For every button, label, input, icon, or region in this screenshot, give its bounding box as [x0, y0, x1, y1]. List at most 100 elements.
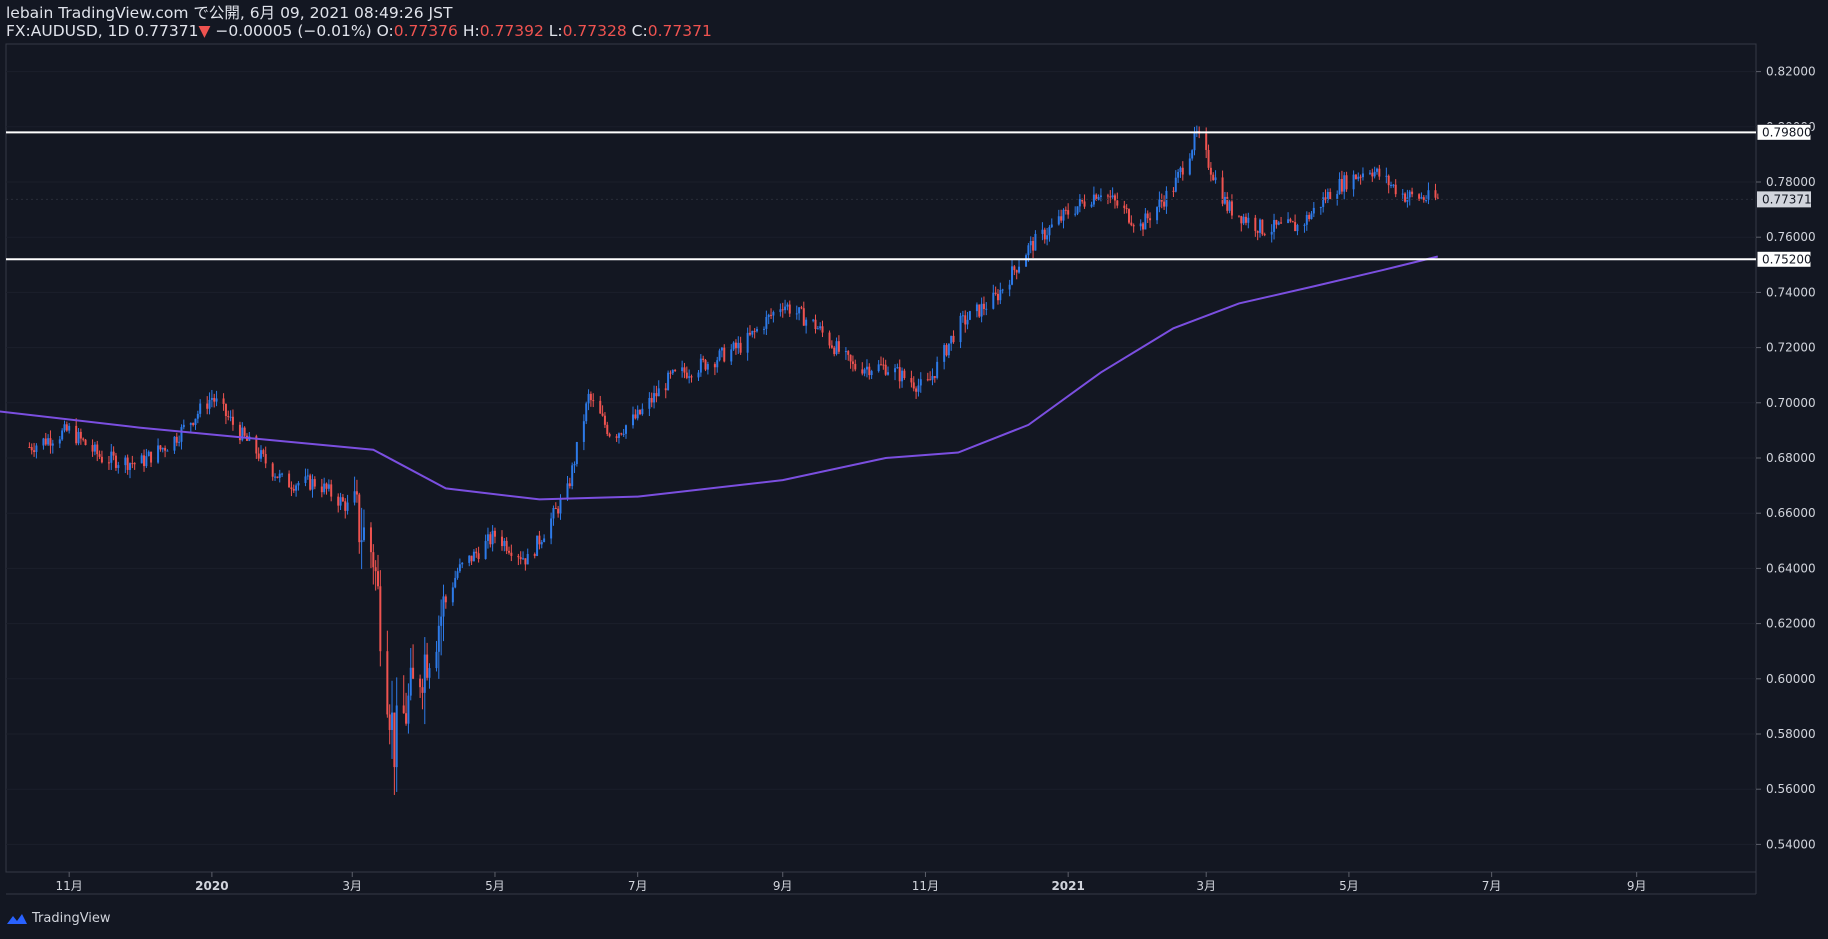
- candle-body: [683, 367, 686, 373]
- candle-body: [30, 447, 33, 451]
- candle-body: [304, 476, 307, 483]
- candle-body: [756, 329, 759, 332]
- candle-body: [533, 554, 536, 556]
- candle-body: [1074, 213, 1077, 215]
- candle-body: [1422, 197, 1425, 200]
- candle-body: [458, 564, 461, 572]
- candle-body: [994, 292, 997, 294]
- y-tick-label: 0.54000: [1766, 837, 1816, 851]
- candle-body: [339, 497, 342, 506]
- candle-body: [1078, 199, 1081, 207]
- candle-body: [393, 712, 396, 768]
- x-tick-label: 11月: [56, 879, 83, 893]
- candle-body: [164, 447, 167, 451]
- candle-body: [739, 342, 742, 353]
- candle-body: [1254, 217, 1257, 231]
- candle-body: [505, 540, 508, 551]
- candle-body: [182, 424, 185, 428]
- candle-body: [157, 445, 160, 463]
- candle-body: [292, 489, 295, 491]
- y-tick-label: 0.66000: [1766, 506, 1816, 520]
- moving-average-line: [0, 255, 1439, 501]
- footer-brand[interactable]: TradingView: [6, 911, 111, 926]
- candle-body: [1188, 158, 1191, 175]
- candle-body: [1081, 199, 1084, 202]
- candle-body: [75, 425, 78, 444]
- open-label: O:: [376, 22, 394, 40]
- candle-body: [1146, 213, 1149, 219]
- candle-body: [1027, 245, 1030, 256]
- candle-body: [180, 427, 183, 442]
- candle-body: [798, 307, 801, 314]
- candle-body: [128, 463, 131, 470]
- candle-body: [702, 358, 705, 360]
- candle-body: [1163, 201, 1166, 207]
- candle-body: [1418, 194, 1421, 199]
- candle-body: [150, 451, 153, 463]
- candle-body: [861, 369, 864, 374]
- candle-body: [1099, 195, 1102, 197]
- candle-body: [199, 403, 202, 414]
- candle-body: [688, 376, 691, 378]
- candle-body: [1060, 216, 1063, 221]
- candle-body: [674, 370, 677, 372]
- candle-body: [1228, 201, 1231, 211]
- candle-body: [1130, 222, 1133, 226]
- candle-body: [1425, 199, 1428, 201]
- candle-body: [641, 408, 644, 415]
- candle-body: [540, 542, 543, 545]
- candle-body: [166, 450, 169, 452]
- candle-body: [395, 705, 398, 768]
- y-tick-label: 0.76000: [1766, 230, 1816, 244]
- candle-body: [1394, 184, 1397, 195]
- candle-body: [325, 483, 328, 489]
- x-tick-label: 2020: [195, 879, 228, 893]
- candle-body: [374, 567, 377, 572]
- candle-body: [571, 465, 574, 487]
- candle-body: [877, 364, 880, 372]
- high-value: 0.77392: [479, 22, 544, 40]
- candle-body: [224, 403, 227, 417]
- candle-body: [1312, 207, 1315, 214]
- candle-body: [706, 364, 709, 370]
- candle-body: [1401, 193, 1404, 195]
- candle-body: [524, 558, 527, 565]
- candle-body: [1408, 191, 1411, 198]
- candle-body: [503, 540, 506, 547]
- candle-body: [493, 530, 496, 537]
- candle-body: [49, 438, 52, 446]
- candle-body: [1097, 196, 1100, 200]
- candle-body: [131, 463, 134, 465]
- candle-body: [491, 530, 494, 545]
- candle-body: [943, 345, 946, 362]
- candle-body: [912, 382, 915, 389]
- candle-body: [1368, 172, 1371, 174]
- candle-body: [257, 453, 260, 459]
- candle-body: [470, 555, 473, 562]
- candle-body: [751, 330, 754, 335]
- candle-body: [386, 651, 389, 715]
- candle-body: [915, 388, 918, 392]
- candle-body: [1064, 209, 1067, 211]
- candle-body: [1275, 219, 1278, 225]
- candle-body: [444, 596, 447, 603]
- x-tick-label: 9月: [1627, 879, 1647, 893]
- candle-body: [28, 446, 31, 448]
- candle-body: [835, 341, 838, 355]
- candle-body: [713, 364, 716, 368]
- candle-body: [402, 705, 405, 714]
- candle-body: [599, 400, 602, 414]
- candle-body: [945, 345, 948, 356]
- candle-body: [1296, 224, 1299, 232]
- candle-body: [227, 416, 230, 418]
- candle-body: [77, 431, 80, 444]
- candle-body: [959, 315, 962, 343]
- candle-body: [917, 385, 920, 392]
- candle-body: [419, 678, 422, 688]
- candle-body: [786, 304, 789, 307]
- candle-body: [961, 315, 964, 317]
- candle-body: [854, 363, 857, 370]
- candle-body: [510, 552, 513, 556]
- candle-body: [1378, 168, 1381, 177]
